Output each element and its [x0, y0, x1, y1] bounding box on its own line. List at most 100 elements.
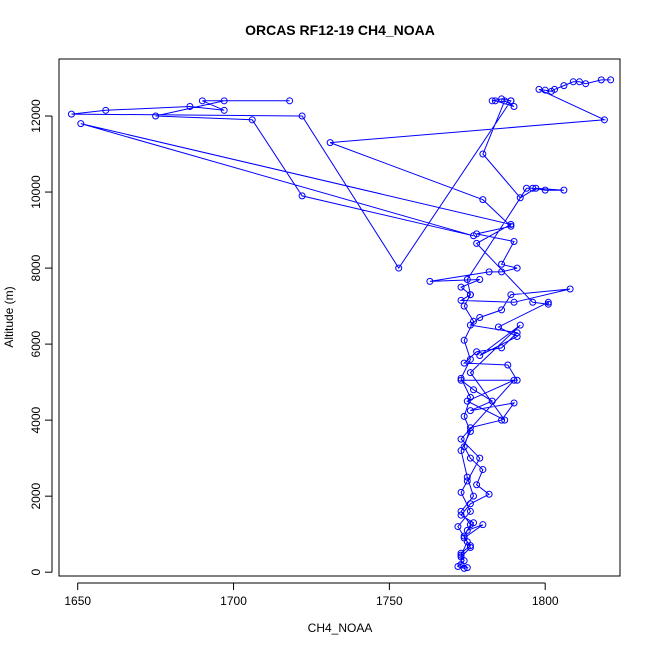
chart-title: ORCAS RF12-19 CH4_NOAA	[245, 22, 435, 38]
data-point	[488, 397, 496, 405]
data-point	[102, 106, 110, 114]
data-point	[507, 97, 515, 105]
data-point	[67, 110, 75, 118]
data-point	[248, 116, 256, 124]
data-point	[532, 184, 540, 192]
data-point	[513, 329, 521, 337]
data-point	[600, 116, 608, 124]
data-point	[541, 186, 549, 194]
data-point	[476, 352, 484, 360]
y-axis: 0 2000 4000 6000 8000 10000 12000	[29, 99, 53, 576]
x-tick-label: 1700	[220, 594, 247, 608]
data-point	[457, 374, 465, 382]
y-tick-label: 12000	[29, 99, 43, 133]
data-point	[463, 477, 471, 485]
data-point	[466, 355, 474, 363]
data-point	[460, 302, 468, 310]
data-point	[473, 239, 481, 247]
data-point	[485, 268, 493, 276]
data-point	[510, 399, 518, 407]
y-tick-label: 8000	[29, 254, 43, 281]
data-point	[569, 78, 577, 86]
y-tick-label: 10000	[29, 175, 43, 209]
data-point	[510, 376, 518, 384]
data-point	[470, 232, 478, 240]
data-point	[466, 454, 474, 462]
data-point	[457, 296, 465, 304]
y-tick-label: 4000	[29, 406, 43, 433]
data-point	[463, 526, 471, 534]
data-point	[510, 103, 518, 111]
x-axis: 1650 1700 1750 1800	[64, 582, 559, 608]
data-point	[479, 521, 487, 529]
data-point	[460, 359, 468, 367]
data-point	[463, 538, 471, 546]
data-point	[560, 186, 568, 194]
data-point	[466, 507, 474, 515]
data-point	[485, 490, 493, 498]
data-point	[454, 523, 462, 531]
data-point	[463, 275, 471, 283]
data-point	[457, 507, 465, 515]
data-point	[498, 416, 506, 424]
data-point	[498, 344, 506, 352]
data-point	[426, 277, 434, 285]
data-point	[460, 336, 468, 344]
data-point	[466, 291, 474, 299]
data-point	[476, 275, 484, 283]
data-point	[470, 317, 478, 325]
data-point	[457, 488, 465, 496]
data-point	[463, 473, 471, 481]
data-point	[544, 298, 552, 306]
plot-frame	[58, 58, 621, 577]
data-point	[479, 150, 487, 158]
y-tick-label: 0	[29, 569, 43, 576]
data-point	[298, 192, 306, 200]
data-point	[560, 82, 568, 90]
data-point	[494, 323, 502, 331]
data-point	[607, 76, 615, 84]
data-point	[463, 397, 471, 405]
data-point	[498, 268, 506, 276]
data-point	[470, 492, 478, 500]
y-tick-label: 6000	[29, 330, 43, 357]
data-point	[457, 551, 465, 559]
data-point	[498, 260, 506, 268]
x-tick-label: 1750	[376, 594, 403, 608]
data-point	[513, 376, 521, 384]
data-point	[466, 500, 474, 508]
data-point	[186, 103, 194, 111]
data-point	[466, 543, 474, 551]
data-point	[460, 412, 468, 420]
data-point	[152, 112, 160, 120]
data-point	[473, 481, 481, 489]
x-tick-label: 1800	[532, 594, 559, 608]
data-point	[466, 424, 474, 432]
data-point	[491, 97, 499, 105]
data-series	[67, 76, 615, 572]
data-point	[457, 561, 465, 569]
data-point	[479, 196, 487, 204]
data-point	[395, 264, 403, 272]
data-point	[470, 386, 478, 394]
y-axis-label: Altitude (m)	[2, 286, 16, 347]
data-point	[498, 306, 506, 314]
data-point	[582, 80, 590, 88]
data-point	[457, 283, 465, 291]
data-point	[220, 106, 228, 114]
data-point	[597, 76, 605, 84]
data-point	[488, 97, 496, 105]
data-point	[535, 85, 543, 93]
data-point	[457, 511, 465, 519]
data-point	[466, 521, 474, 529]
data-point	[516, 194, 524, 202]
data-point	[457, 553, 465, 561]
data-point	[516, 321, 524, 329]
series-line	[71, 79, 611, 569]
data-point	[513, 264, 521, 272]
data-point	[498, 95, 506, 103]
data-point	[198, 97, 206, 105]
data-point	[507, 222, 515, 230]
y-tick-label: 2000	[29, 482, 43, 509]
